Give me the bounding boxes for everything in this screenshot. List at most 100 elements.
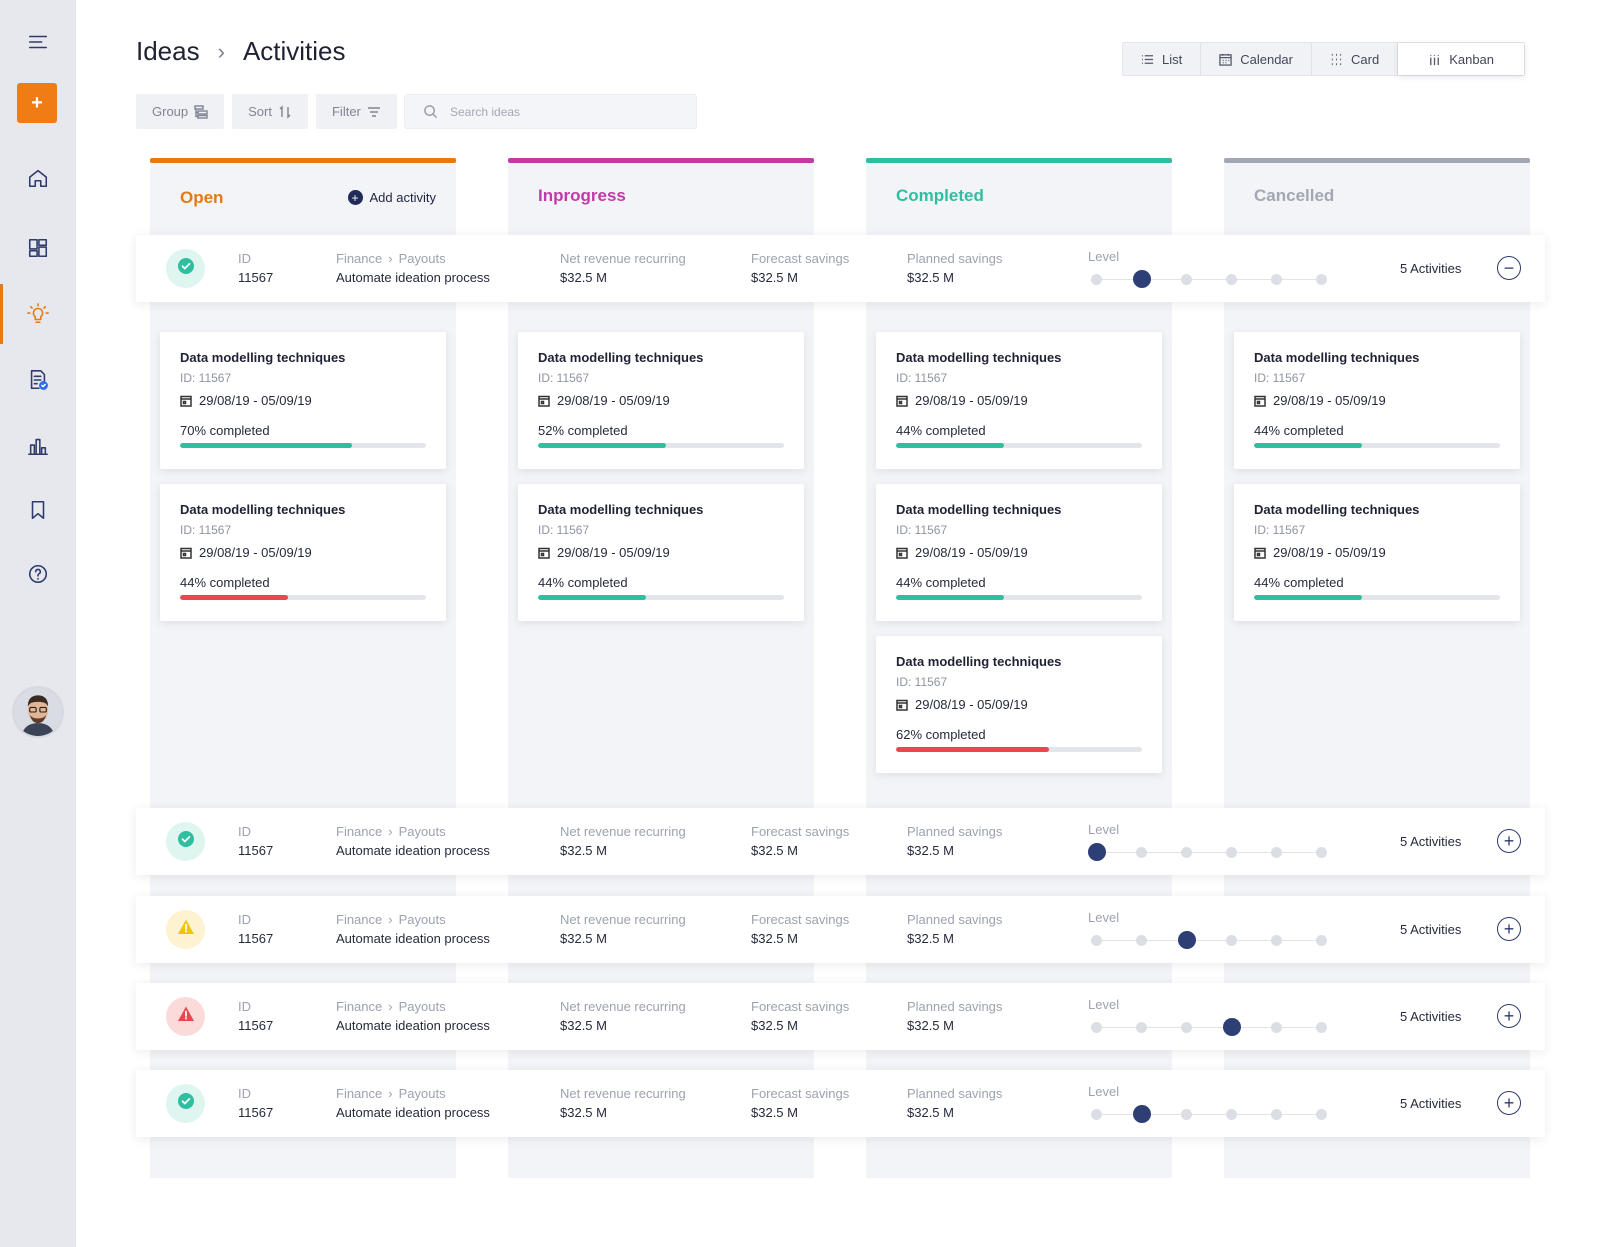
level-dot[interactable]	[1271, 935, 1282, 946]
activity-card[interactable]: Data modelling techniques ID: 11567 29/0…	[518, 332, 804, 469]
filter-button[interactable]: Filter	[315, 94, 397, 129]
view-kanban-button[interactable]: Kanban	[1398, 43, 1525, 75]
sidebar-item-home[interactable]	[0, 156, 76, 200]
activity-card[interactable]: Data modelling techniques ID: 11567 29/0…	[876, 332, 1162, 469]
idea-name[interactable]: Automate ideation process	[336, 843, 490, 858]
activity-progress-label: 44% completed	[1254, 575, 1344, 590]
menu-toggle[interactable]	[0, 20, 76, 64]
sidebar-item-saved[interactable]	[0, 488, 76, 532]
status-badge	[166, 997, 205, 1036]
idea-row[interactable]: ID 11567 Finance › Payouts Automate ideati…	[136, 1070, 1545, 1137]
level-dot[interactable]	[1226, 847, 1237, 858]
planned-savings-label: Planned savings	[907, 999, 1003, 1014]
activity-card[interactable]: Data modelling techniques ID: 11567 29/0…	[518, 484, 804, 621]
level-dot[interactable]	[1133, 270, 1151, 288]
level-dot[interactable]	[1271, 1022, 1282, 1033]
activity-card[interactable]: Data modelling techniques ID: 11567 29/0…	[876, 636, 1162, 773]
forecast-savings-field: Forecast savings $32.5 M	[751, 912, 849, 946]
add-button[interactable]: +	[17, 83, 57, 123]
level-dot[interactable]	[1181, 274, 1192, 285]
progress-fill	[538, 443, 666, 448]
level-dot[interactable]	[1316, 274, 1327, 285]
level-dot[interactable]	[1091, 1109, 1102, 1120]
idea-name[interactable]: Automate ideation process	[336, 1018, 490, 1033]
level-dot[interactable]	[1226, 1109, 1237, 1120]
view-calendar-button[interactable]: Calendar	[1201, 43, 1312, 75]
expand-button[interactable]: +	[1497, 1004, 1521, 1028]
level-dot[interactable]	[1271, 274, 1282, 285]
sidebar: +	[0, 0, 76, 1247]
progress-fill	[896, 747, 1049, 752]
activity-card[interactable]: Data modelling techniques ID: 11567 29/0…	[160, 484, 446, 621]
idea-row[interactable]: ID 11567 Finance › Payouts Automate ideati…	[136, 235, 1545, 302]
idea-id-label: ID	[238, 912, 251, 927]
level-dot[interactable]	[1271, 847, 1282, 858]
activity-card[interactable]: Data modelling techniques ID: 11567 29/0…	[1234, 484, 1520, 621]
add-activity-button[interactable]: + Add activity	[347, 190, 436, 205]
sidebar-item-ideas[interactable]	[0, 284, 76, 344]
level-dot[interactable]	[1271, 1109, 1282, 1120]
level-dot[interactable]	[1136, 847, 1147, 858]
view-card-button[interactable]: Card	[1312, 43, 1399, 75]
level-dot[interactable]	[1136, 1022, 1147, 1033]
expand-button[interactable]: +	[1497, 917, 1521, 941]
activity-title: Data modelling techniques	[180, 502, 346, 517]
forecast-savings-field: Forecast savings $32.5 M	[751, 251, 849, 285]
search-input[interactable]	[450, 104, 680, 119]
sidebar-item-analytics[interactable]	[0, 424, 76, 468]
sidebar-item-reports[interactable]	[0, 358, 76, 402]
idea-id-field: ID 11567	[238, 999, 273, 1033]
group-button[interactable]: Group	[136, 94, 225, 129]
status-badge	[166, 249, 205, 288]
idea-name[interactable]: Automate ideation process	[336, 270, 490, 285]
grid-icon	[1331, 53, 1342, 65]
activity-date-value: 29/08/19 - 05/09/19	[199, 545, 312, 560]
sort-button[interactable]: Sort	[232, 94, 308, 129]
activity-date: 29/08/19 - 05/09/19	[180, 393, 426, 408]
sidebar-item-dashboard[interactable]	[0, 226, 76, 270]
view-list-label: List	[1162, 51, 1183, 67]
level-dot[interactable]	[1181, 1022, 1192, 1033]
level-dot[interactable]	[1316, 1109, 1327, 1120]
activity-card[interactable]: Data modelling techniques ID: 11567 29/0…	[1234, 332, 1520, 469]
chevron-right-icon: ›	[388, 1086, 393, 1101]
activity-card[interactable]: Data modelling techniques ID: 11567 29/0…	[876, 484, 1162, 621]
level-dot[interactable]	[1181, 1109, 1192, 1120]
idea-name[interactable]: Automate ideation process	[336, 931, 490, 946]
view-list-button[interactable]: List	[1123, 43, 1202, 75]
level-dot[interactable]	[1178, 931, 1196, 949]
planned-savings-value: $32.5 M	[907, 843, 954, 858]
level-dot[interactable]	[1226, 274, 1237, 285]
idea-row[interactable]: ID 11567 Finance › Payouts Automate ideati…	[136, 896, 1545, 963]
avatar[interactable]	[12, 686, 64, 738]
level-dot[interactable]	[1091, 1022, 1102, 1033]
idea-row[interactable]: ID 11567 Finance › Payouts Automate ideati…	[136, 983, 1545, 1050]
expand-button[interactable]: +	[1497, 829, 1521, 853]
level-indicator: Level	[1088, 249, 1327, 288]
level-dot[interactable]	[1091, 935, 1102, 946]
level-dot[interactable]	[1316, 847, 1327, 858]
level-dot[interactable]	[1181, 847, 1192, 858]
net-revenue-label: Net revenue recurring	[560, 999, 686, 1014]
level-dot[interactable]	[1226, 935, 1237, 946]
level-dot[interactable]	[1316, 935, 1327, 946]
sidebar-item-help[interactable]	[0, 552, 76, 596]
breadcrumb-root[interactable]: Ideas	[136, 36, 200, 66]
progress-bar	[896, 443, 1142, 448]
idea-name[interactable]: Automate ideation process	[336, 1105, 490, 1120]
activity-progress-label: 70% completed	[180, 423, 270, 438]
level-dot[interactable]	[1088, 843, 1106, 861]
level-dot[interactable]	[1136, 935, 1147, 946]
plus-circle-icon: +	[347, 190, 363, 205]
expand-button[interactable]: +	[1497, 1091, 1521, 1115]
activity-card[interactable]: Data modelling techniques ID: 11567 29/0…	[160, 332, 446, 469]
forecast-savings-value: $32.5 M	[751, 1105, 798, 1120]
level-dot[interactable]	[1133, 1105, 1151, 1123]
idea-row[interactable]: ID 11567 Finance › Payouts Automate ideati…	[136, 808, 1545, 875]
level-dot[interactable]	[1091, 274, 1102, 285]
progress-bar	[1254, 595, 1500, 600]
level-dot[interactable]	[1223, 1018, 1241, 1036]
collapse-button[interactable]: −	[1497, 256, 1521, 280]
forecast-savings-label: Forecast savings	[751, 1086, 850, 1101]
level-dot[interactable]	[1316, 1022, 1327, 1033]
